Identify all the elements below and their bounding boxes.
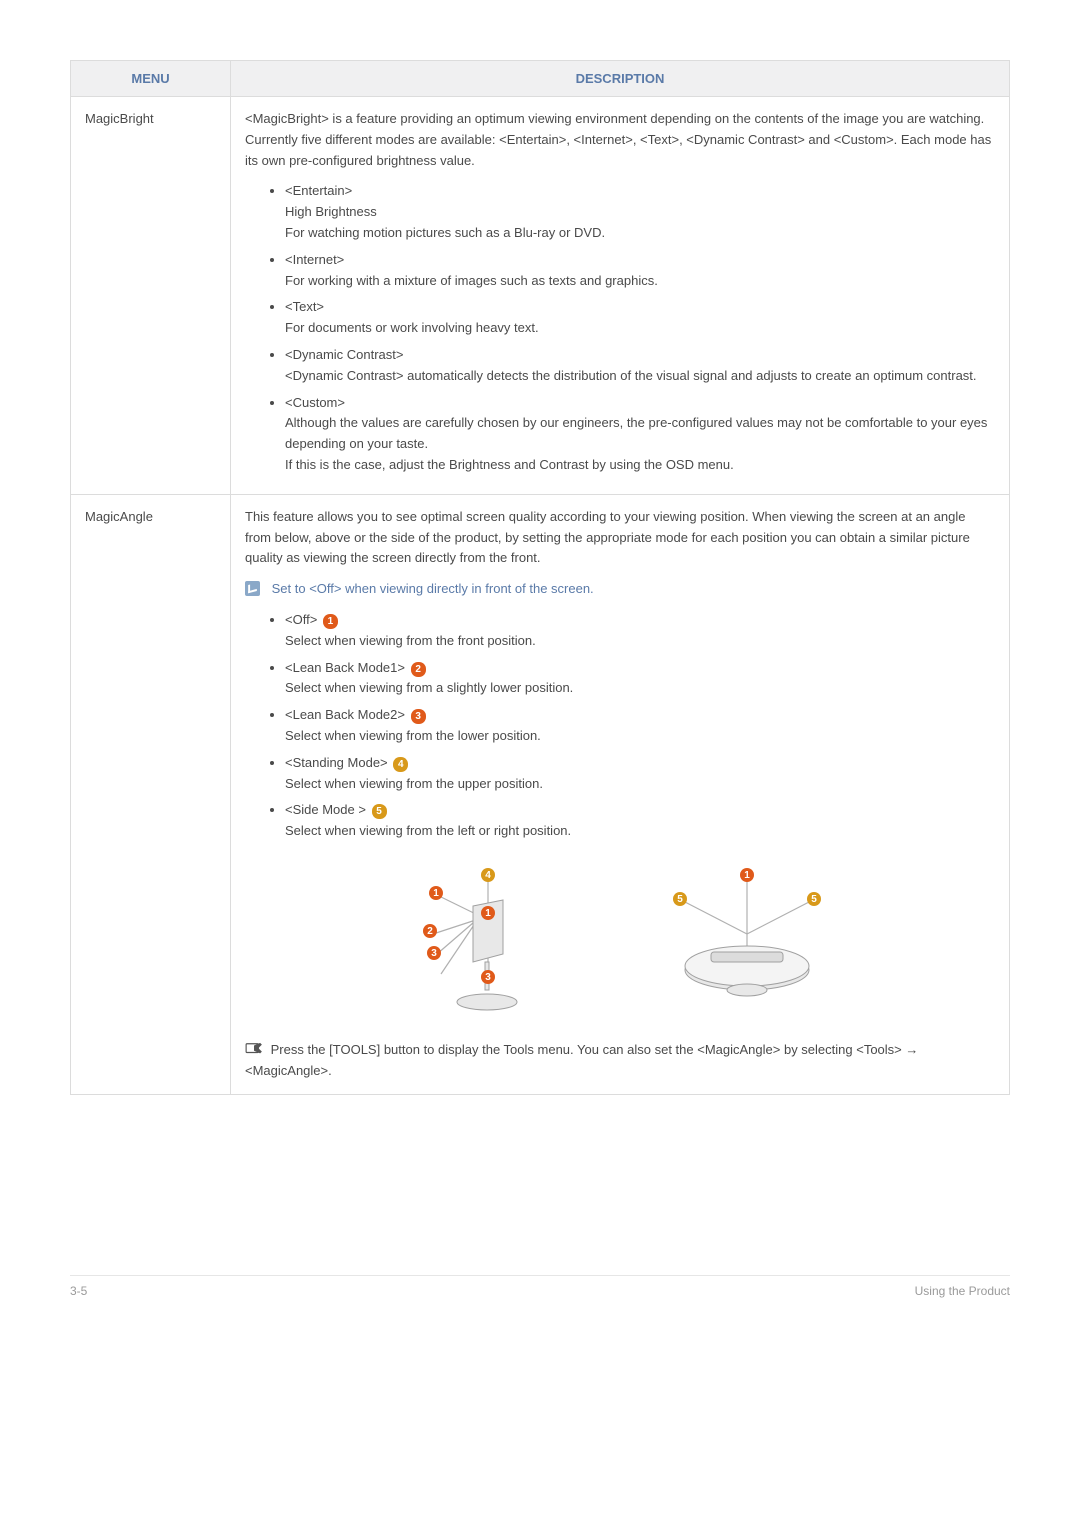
item-title: <Dynamic Contrast> [285,345,995,366]
desc-cell-magicbright: <MagicBright> is a feature providing an … [231,97,1010,495]
note-icon [245,581,260,596]
item-title: <Standing Mode> [285,755,388,770]
item-title: <Custom> [285,393,995,414]
magicangle-diagram: 4 1 1 2 3 3 [245,862,995,1022]
col-header-description: DESCRIPTION [231,61,1010,97]
item-title: <Internet> [285,250,995,271]
table-row: MagicAngle This feature allows you to se… [71,494,1010,1094]
item-title: <Off> [285,612,317,627]
item-desc: Select when viewing from the upper posit… [285,774,995,795]
magicangle-list: <Off> 1 Select when viewing from the fro… [285,610,995,842]
monitor-side-diagram: 4 1 1 2 3 3 [393,862,583,1022]
desc-cell-magicangle: This feature allows you to see optimal s… [231,494,1010,1094]
num-badge-4: 4 [393,757,408,772]
magicangle-intro: This feature allows you to see optimal s… [245,507,995,569]
list-item: <Entertain> High Brightness For watching… [285,181,995,243]
svg-text:5: 5 [677,894,683,905]
list-item: <Lean Back Mode2> 3 Select when viewing … [285,705,995,747]
item-title: <Lean Back Mode2> [285,707,405,722]
note-text: Set to <Off> when viewing directly in fr… [272,581,594,596]
tools-note: Press the [TOOLS] button to display the … [245,1040,995,1082]
item-desc: Select when viewing from the lower posit… [285,726,995,747]
item-desc: Select when viewing from a slightly lowe… [285,678,995,699]
footer-page-num: 3-5 [70,1284,87,1298]
menu-cell-magicangle: MagicAngle [71,494,231,1094]
list-item: <Side Mode > 5 Select when viewing from … [285,800,995,842]
svg-text:4: 4 [485,870,491,881]
footer-section: Using the Product [915,1284,1010,1298]
svg-text:2: 2 [427,926,433,937]
col-header-menu: MENU [71,61,231,97]
num-badge-5: 5 [372,804,387,819]
magicbright-intro: <MagicBright> is a feature providing an … [245,109,995,171]
svg-text:1: 1 [744,870,750,881]
item-line: Although the values are carefully chosen… [285,413,995,455]
item-line: For working with a mixture of images suc… [285,271,995,292]
num-badge-1: 1 [323,614,338,629]
menu-cell-magicbright: MagicBright [71,97,231,495]
item-title: <Entertain> [285,181,995,202]
list-item: <Text> For documents or work involving h… [285,297,995,339]
list-item: <Internet> For working with a mixture of… [285,250,995,292]
item-line: For documents or work involving heavy te… [285,318,995,339]
svg-text:5: 5 [811,894,817,905]
tools-icon [245,1042,263,1056]
note-row: Set to <Off> when viewing directly in fr… [245,579,995,600]
list-item: <Standing Mode> 4 Select when viewing fr… [285,753,995,795]
item-line: High Brightness [285,202,995,223]
num-badge-2: 2 [411,662,426,677]
item-desc: Select when viewing from the left or rig… [285,821,995,842]
page-footer: 3-5 Using the Product [70,1275,1010,1298]
num-badge-3: 3 [411,709,426,724]
item-desc: Select when viewing from the front posit… [285,631,995,652]
menu-description-table: MENU DESCRIPTION MagicBright <MagicBrigh… [70,60,1010,1095]
item-title: <Lean Back Mode1> [285,660,405,675]
tools-note-text: Press the [TOOLS] button to display the … [245,1042,918,1078]
svg-text:3: 3 [485,972,491,983]
list-item: <Lean Back Mode1> 2 Select when viewing … [285,658,995,700]
item-line: If this is the case, adjust the Brightne… [285,455,995,476]
svg-text:3: 3 [431,948,437,959]
item-line: For watching motion pictures such as a B… [285,223,995,244]
item-line: <Dynamic Contrast> automatically detects… [285,366,995,387]
svg-text:1: 1 [485,908,491,919]
list-item: <Off> 1 Select when viewing from the fro… [285,610,995,652]
item-title: <Text> [285,297,995,318]
svg-text:1: 1 [433,888,439,899]
monitor-top-diagram: 1 5 5 [647,862,847,1022]
list-item: <Dynamic Contrast> <Dynamic Contrast> au… [285,345,995,387]
item-title: <Side Mode > [285,802,366,817]
magicbright-list: <Entertain> High Brightness For watching… [285,181,995,475]
table-row: MagicBright <MagicBright> is a feature p… [71,97,1010,495]
list-item: <Custom> Although the values are careful… [285,393,995,476]
